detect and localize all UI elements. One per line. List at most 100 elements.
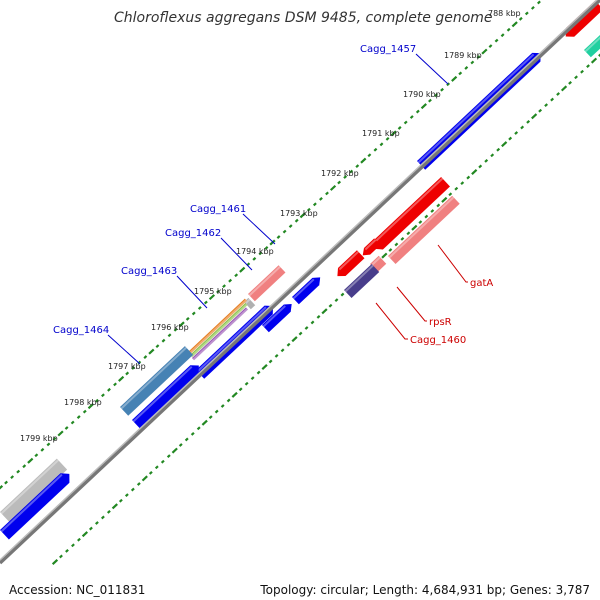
inner-tick-dot	[560, 85, 568, 92]
gene-arrow-1796	[262, 304, 292, 333]
inner-tick-dot	[184, 437, 189, 442]
gene-multicolor-a	[188, 298, 247, 355]
gene-arrow-1796-shine	[262, 305, 286, 328]
inner-tick-dot	[71, 543, 75, 548]
outer-tick-dot	[329, 184, 337, 191]
inner-tick-dot	[291, 336, 298, 343]
outer-tick-dot	[239, 266, 246, 273]
outer-tick-dot	[0, 485, 4, 490]
outer-tick-dot	[360, 157, 367, 164]
leader-cagg-1457	[415, 53, 449, 85]
gene-arrow-1798	[132, 365, 199, 429]
outer-tick-dot	[524, 11, 529, 16]
inner-tick-dot	[328, 303, 333, 308]
gene-arrow-1795-shine	[292, 278, 315, 300]
inner-tick-dot	[154, 465, 159, 470]
inner-tick-dot	[141, 475, 148, 482]
gene-cagg-1460	[344, 263, 380, 299]
inner-tick-dot	[190, 431, 195, 436]
inner-tick-dot	[321, 308, 328, 315]
gene-cagg-1462-shine	[244, 298, 251, 305]
outer-tick-dot	[337, 180, 342, 185]
outer-tick-dot	[481, 48, 488, 55]
outer-tick-dot	[415, 109, 420, 114]
outer-tick-dot	[107, 387, 111, 392]
inner-tick-dot	[496, 147, 501, 152]
outer-tick-dot	[167, 333, 172, 338]
outer-tick-dot	[4, 480, 8, 485]
inner-tick-dot	[77, 537, 81, 542]
outer-tick-dot	[216, 289, 220, 294]
tick-label-1795: 1795 kbp	[194, 287, 232, 296]
outer-tick-dot	[294, 218, 299, 223]
inner-tick-dot	[388, 248, 393, 252]
inner-tick-dot	[590, 57, 598, 64]
outer-tick-dot	[40, 447, 45, 452]
inner-tick-dot	[526, 119, 531, 124]
gene-cagg-1464	[120, 346, 194, 416]
outer-tick-dot	[269, 239, 276, 246]
outer-tick-dot	[191, 311, 196, 316]
inner-tick-dot	[100, 515, 105, 520]
outer-tick-dot	[113, 382, 117, 387]
outer-tick-dot	[10, 475, 15, 479]
inner-tick-dot	[316, 314, 321, 319]
outer-tick-dot	[288, 224, 293, 229]
inner-tick-dot	[406, 231, 411, 236]
inner-tick-dot	[471, 169, 478, 175]
gene-gray-shine	[0, 459, 59, 515]
gene-gatA-shadow-shine	[388, 196, 455, 259]
inner-tick-dot	[136, 482, 141, 486]
outer-tick-dot	[264, 246, 269, 250]
outer-tick-dot	[379, 142, 384, 147]
outer-tick-dot	[197, 306, 202, 310]
genome-backbone	[0, 0, 600, 565]
inner-tick-dot	[340, 292, 345, 297]
inner-tick-dot	[106, 509, 111, 514]
outer-tick-dot	[82, 409, 87, 414]
inner-tick-dot	[304, 326, 309, 330]
outer-tick-dot	[409, 115, 414, 119]
inner-tick-dot	[531, 113, 538, 120]
outer-tick-dot	[57, 430, 64, 437]
gene-arrow-1800-shine	[0, 473, 63, 533]
genome-backbone-highlight	[0, 0, 598, 561]
outer-tick-dot	[178, 321, 185, 328]
inner-tick-dot	[334, 298, 339, 303]
outer-tick-dot	[118, 375, 125, 382]
outer-tick-dot	[420, 103, 427, 110]
outer-tick-dot	[428, 98, 432, 103]
outer-tick-dot	[228, 278, 233, 283]
leader-cagg-1464	[107, 334, 141, 365]
outer-tick-dot	[148, 348, 155, 355]
gene-cagg-1457-shine	[417, 53, 535, 164]
outer-tick-dot	[52, 437, 57, 441]
inner-tick-dot	[89, 526, 93, 531]
outer-tick-dot	[131, 366, 136, 370]
outer-tick-dot	[537, 0, 541, 5]
inner-tick-dot	[441, 196, 448, 203]
outer-tick-dot	[22, 464, 27, 469]
outer-tick-dot	[185, 316, 190, 321]
inner-tick-dot	[394, 242, 399, 247]
inner-tick-dot	[381, 252, 388, 259]
gene-cagg-1464-shine	[120, 346, 187, 410]
outer-tick-dot	[385, 136, 390, 141]
label-cagg-1462: Cagg_1462	[165, 228, 221, 239]
inner-tick-dot	[171, 447, 178, 454]
inner-tick-dot	[574, 75, 578, 80]
outer-tick-dot	[530, 6, 535, 10]
gene-top-teal-shine	[584, 36, 600, 53]
leader-cagg-1460	[375, 302, 408, 340]
outer-tick-dot	[500, 33, 505, 38]
inner-tick-dot	[256, 370, 261, 375]
inner-tick-dot	[466, 175, 471, 180]
gene-arrow-1797-shine	[196, 306, 267, 373]
outer-tick-dot	[64, 426, 69, 430]
leader-gatA	[437, 244, 468, 283]
inner-tick-dot	[268, 359, 273, 364]
outer-tick-dot	[451, 75, 458, 82]
outer-tick-dot	[101, 393, 105, 398]
inner-tick-dot	[586, 64, 590, 69]
inner-tick-dot	[484, 158, 489, 163]
